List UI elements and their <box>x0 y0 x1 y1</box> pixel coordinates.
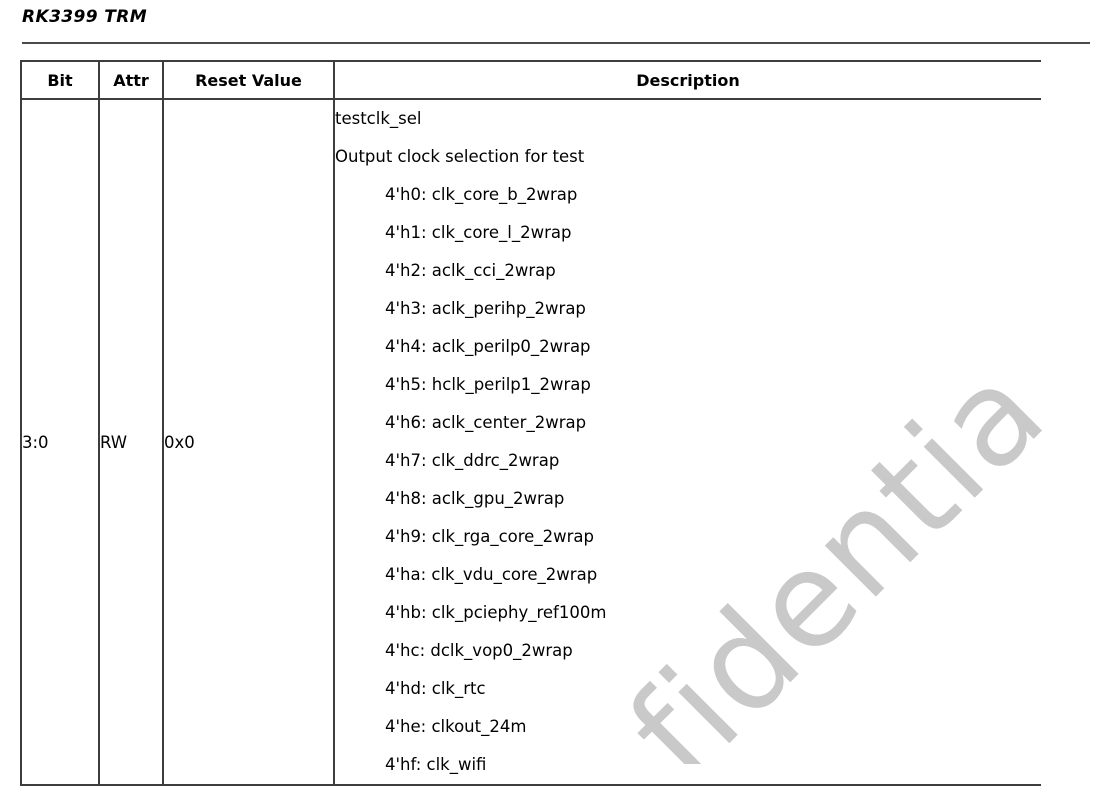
field-option: 4'h0: clk_core_b_2wrap <box>385 185 578 204</box>
field-option: 4'h3: aclk_perihp_2wrap <box>385 299 586 318</box>
column-header-bit: Bit <box>20 60 100 100</box>
field-option: 4'hb: clk_pciephy_ref100m <box>385 603 607 622</box>
register-field-table: Bit Attr Reset Value Description 3:0 RW … <box>20 60 1041 786</box>
field-option: 4'ha: clk_vdu_core_2wrap <box>385 565 598 584</box>
field-option: 4'h6: aclk_center_2wrap <box>385 413 587 432</box>
document-header: RK3399 TRM <box>22 6 1090 46</box>
header-divider <box>22 42 1090 44</box>
field-option: 4'hd: clk_rtc <box>385 679 486 698</box>
field-name: testclk_sel <box>335 109 422 128</box>
document-page: fidentia RK3399 TRM Bit Attr Reset Value… <box>20 6 1090 786</box>
field-option: 4'h7: clk_ddrc_2wrap <box>385 451 560 470</box>
column-header-attr: Attr <box>98 60 164 100</box>
field-option: 4'h4: aclk_perilp0_2wrap <box>385 337 591 356</box>
field-option: 4'hc: dclk_vop0_2wrap <box>385 641 573 660</box>
field-option: 4'hf: clk_wifi <box>385 755 487 774</box>
cell-bit-range: 3:0 <box>20 98 100 786</box>
field-option: 4'h8: aclk_gpu_2wrap <box>385 489 565 508</box>
cell-description: testclk_sel Output clock selection for t… <box>333 98 1041 786</box>
page-title: RK3399 TRM <box>22 7 148 27</box>
field-option: 4'h9: clk_rga_core_2wrap <box>385 527 594 546</box>
cell-reset-value: 0x0 <box>162 98 335 786</box>
cell-attribute: RW <box>98 98 164 786</box>
field-option-list: 4'h0: clk_core_b_2wrap 4'h1: clk_core_l_… <box>335 176 1041 784</box>
field-option: 4'he: clkout_24m <box>385 717 527 736</box>
table-row: 3:0 RW 0x0 testclk_sel Output clock sele… <box>20 98 1041 786</box>
column-header-description: Description <box>333 60 1041 100</box>
field-option: 4'h1: clk_core_l_2wrap <box>385 223 572 242</box>
field-summary: Output clock selection for test <box>335 147 585 166</box>
table-header-row: Bit Attr Reset Value Description <box>20 60 1041 100</box>
field-option: 4'h2: aclk_cci_2wrap <box>385 261 556 280</box>
column-header-reset-value: Reset Value <box>162 60 335 100</box>
field-option: 4'h5: hclk_perilp1_2wrap <box>385 375 591 394</box>
